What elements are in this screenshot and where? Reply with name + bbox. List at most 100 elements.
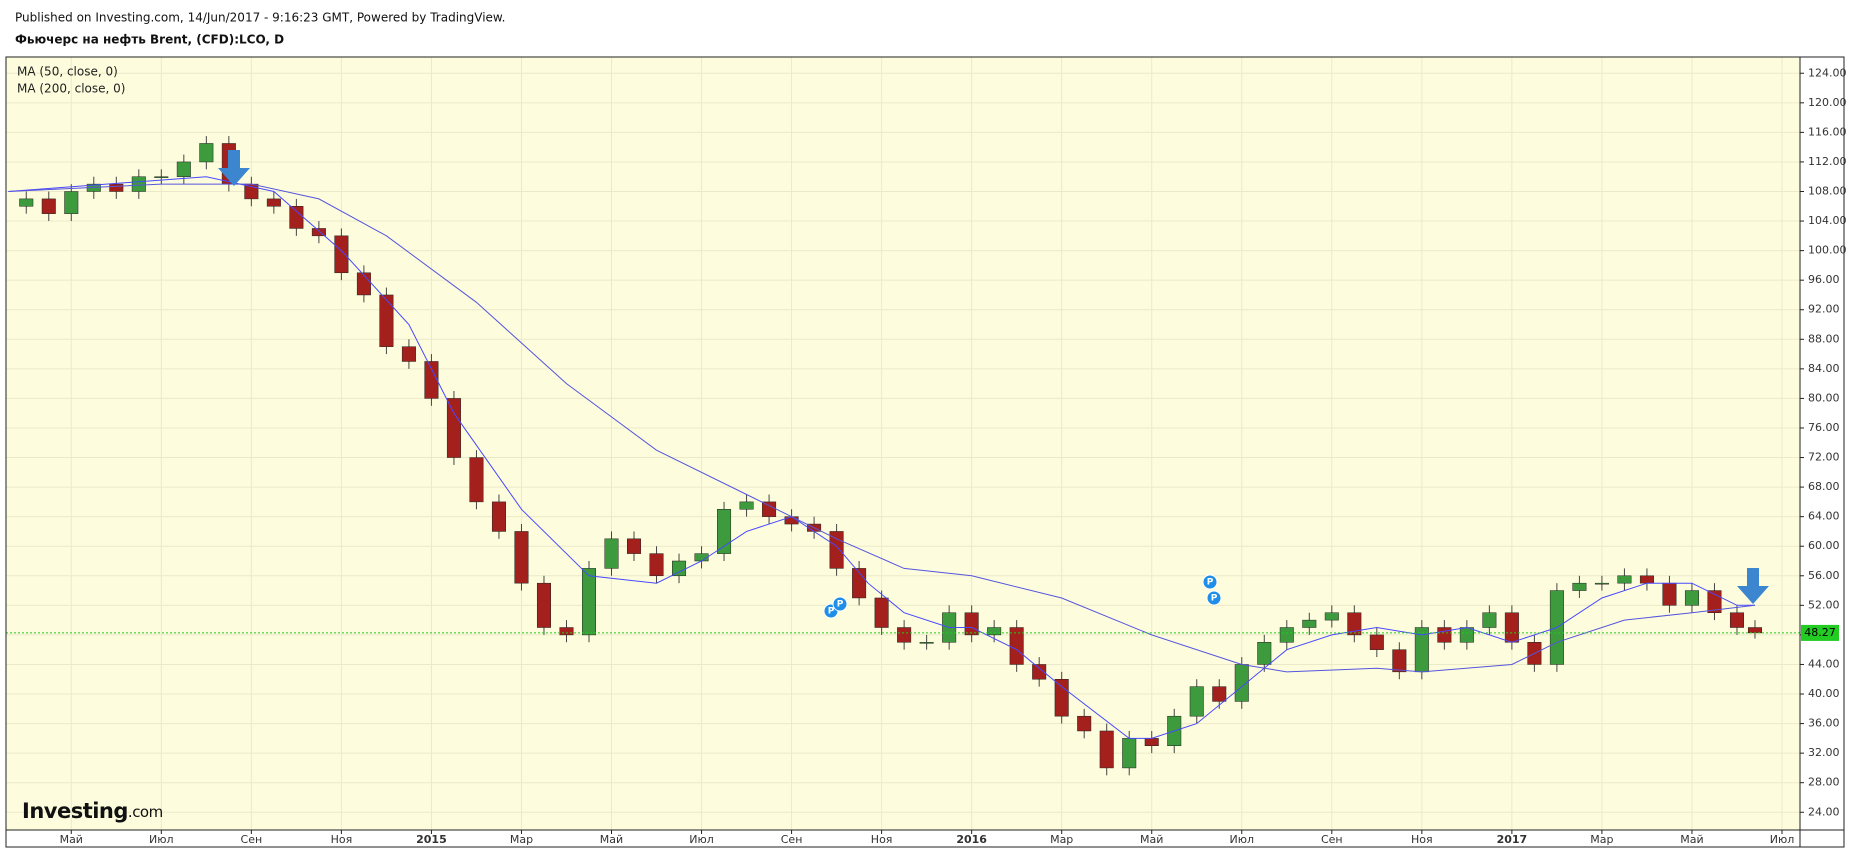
candle-body (762, 501, 777, 517)
y-tick-label: 40.00 (1808, 687, 1840, 700)
candle-body (964, 612, 979, 636)
y-tick-label: 100.00 (1808, 244, 1847, 257)
x-tick-label: Сен (1321, 833, 1343, 846)
candle-body (514, 531, 529, 584)
candle-body (1077, 715, 1092, 732)
y-tick-label: 56.00 (1808, 569, 1840, 582)
y-tick-label: 96.00 (1808, 273, 1840, 286)
candle-body (1639, 575, 1654, 584)
legend-entry: MA (200, close, 0) (17, 82, 125, 96)
candle-body (1369, 634, 1384, 650)
candle-body (176, 161, 191, 177)
y-tick-label: 120.00 (1808, 96, 1847, 109)
header: Published on Investing.com, 14/Jun/2017 … (15, 11, 505, 25)
y-tick-label: 104.00 (1808, 214, 1847, 227)
y-tick-label: 68.00 (1808, 480, 1840, 493)
candle-body (852, 568, 867, 599)
candle-body (356, 272, 371, 296)
candle-body (1279, 627, 1294, 643)
y-tick-label: 28.00 (1808, 776, 1840, 789)
candle-body (266, 198, 281, 207)
candle-body (604, 538, 619, 569)
candle-body (1302, 619, 1317, 628)
marks (6, 136, 1800, 776)
y-tick-label: 24.00 (1808, 805, 1840, 818)
candle-body (1144, 738, 1159, 747)
last-price-label: 48.27 (1804, 626, 1836, 639)
y-tick-label: 36.00 (1808, 717, 1840, 730)
x-tick-label: Сен (781, 833, 803, 846)
svg-text:P: P (1211, 594, 1218, 604)
y-tick-label: 76.00 (1808, 421, 1840, 434)
x-tick-label: Ноя (1411, 833, 1433, 846)
candle-body (64, 191, 79, 214)
grid (6, 57, 1800, 830)
candle-body (627, 538, 642, 554)
y-tick-label: 92.00 (1808, 303, 1840, 316)
candle-body (1032, 664, 1047, 680)
plot-area (6, 57, 1800, 830)
candle-body (1324, 612, 1339, 621)
x-tick-label: Ноя (871, 833, 893, 846)
candle-body (1257, 642, 1272, 665)
x-tick-label: Июл (149, 833, 174, 846)
candle-body (289, 206, 304, 229)
svg-text:P: P (1207, 578, 1214, 588)
candle-body (491, 501, 506, 532)
candle-body (1662, 582, 1677, 606)
candle-body (311, 228, 326, 237)
y-tick-label: 32.00 (1808, 746, 1840, 759)
y-tick-label: 124.00 (1808, 66, 1847, 79)
legend-entry: MA (50, close, 0) (17, 65, 118, 79)
svg-text:P: P (828, 607, 835, 617)
candle-body (897, 627, 912, 643)
x-tick-label: Ноя (331, 833, 353, 846)
candle-body (1212, 686, 1227, 702)
y-tick-label: 80.00 (1808, 391, 1840, 404)
candle-body (672, 560, 687, 577)
y-tick-label: 72.00 (1808, 451, 1840, 464)
candle-body (1054, 678, 1069, 717)
x-tick-label: Май (1140, 833, 1163, 846)
candle-body (446, 398, 461, 458)
candle-body (1122, 738, 1137, 769)
candle-body (1729, 612, 1744, 628)
candle-body (469, 457, 484, 503)
x-tick-label: Июл (1770, 833, 1795, 846)
x-tick-label: Мар (1050, 833, 1073, 846)
x-tick-label: Июл (1230, 833, 1255, 846)
candle-body (1747, 627, 1762, 634)
candle-body (424, 361, 439, 399)
x-tick-label: 2015 (416, 833, 447, 846)
x-tick-label: Май (60, 833, 83, 846)
candle-body (1504, 612, 1519, 643)
candle-body (1482, 612, 1497, 628)
last-price-box (1801, 624, 1839, 641)
y-tick-label: 84.00 (1808, 362, 1840, 375)
candle-body (1572, 582, 1587, 591)
candle-body (1437, 627, 1452, 643)
candle-body (131, 176, 146, 192)
y-tick-label: 116.00 (1808, 125, 1847, 138)
logo-bold: Investing (22, 799, 128, 823)
chart-title: Фьючерс на нефть Brent, (CFD):LCO, D (15, 33, 284, 47)
candle-body (717, 509, 732, 554)
candle-body (1392, 649, 1407, 673)
candle-body (154, 176, 169, 178)
candle-body (401, 346, 416, 362)
y-tick-label: 112.00 (1808, 155, 1847, 168)
candle-body (1347, 612, 1362, 636)
frame (5, 56, 1845, 848)
x-tick-label: Мар (510, 833, 533, 846)
candle-body (1189, 686, 1204, 717)
y-tick-label: 52.00 (1808, 598, 1840, 611)
x-tick-label: Май (1680, 833, 1703, 846)
candle-body (199, 143, 214, 163)
candle-body (334, 235, 349, 274)
arrow-icon (218, 150, 1769, 604)
candle-body (536, 582, 551, 628)
candle-body (1099, 730, 1114, 769)
candle-body (987, 627, 1002, 636)
x-tick-label: Сен (241, 833, 263, 846)
